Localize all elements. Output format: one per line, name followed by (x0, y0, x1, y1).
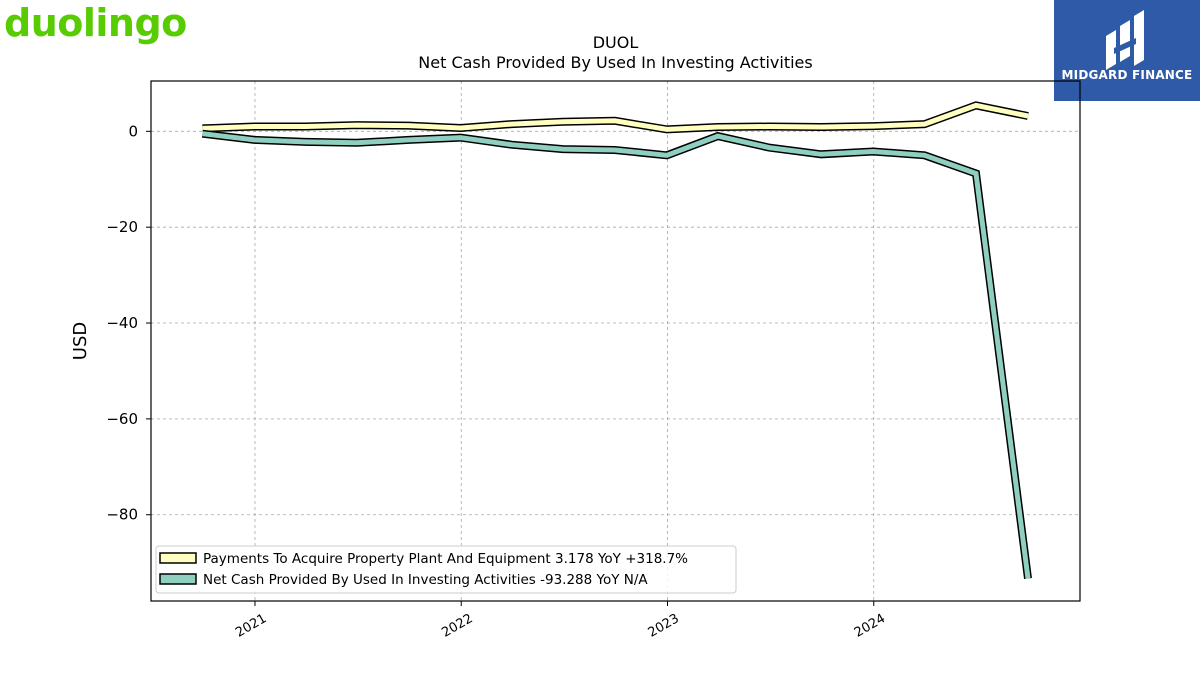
x-tick-label: 2024 (852, 611, 888, 641)
chart-title: DUOL (593, 33, 639, 52)
x-tick-label: 2023 (646, 611, 682, 641)
legend: Payments To Acquire Property Plant And E… (155, 545, 737, 594)
y-tick-label: −80 (106, 506, 138, 524)
legend-entry: Payments To Acquire Property Plant And E… (203, 551, 688, 567)
series-line-outline (201, 129, 1032, 580)
y-tick-label: −40 (106, 314, 138, 332)
x-tick-label: 2022 (439, 611, 475, 641)
series-lines (201, 101, 1032, 580)
grid (151, 81, 1080, 601)
midgard-finance-label: MIDGARD FINANCE (1061, 68, 1193, 82)
legend-box (155, 545, 737, 594)
legend-swatch (159, 573, 197, 585)
plot-area (150, 80, 1081, 602)
midgard-emblem-icon (1106, 10, 1144, 70)
midgard-finance-logo: MIDGARD FINANCE (1054, 0, 1200, 101)
y-axis-label: USD (70, 322, 91, 360)
legend-entry: Net Cash Provided By Used In Investing A… (203, 572, 648, 588)
series-line (202, 102, 1029, 132)
duolingo-logo: duolingo (4, 1, 187, 45)
y-tick-label: 0 (128, 122, 138, 140)
y-tick-label: −20 (106, 218, 138, 236)
legend-swatch (159, 552, 197, 564)
chart-subtitle: Net Cash Provided By Used In Investing A… (418, 53, 812, 72)
series-line (202, 131, 1031, 579)
x-tick-label: 2021 (233, 611, 269, 641)
y-tick-label: −60 (106, 410, 138, 428)
